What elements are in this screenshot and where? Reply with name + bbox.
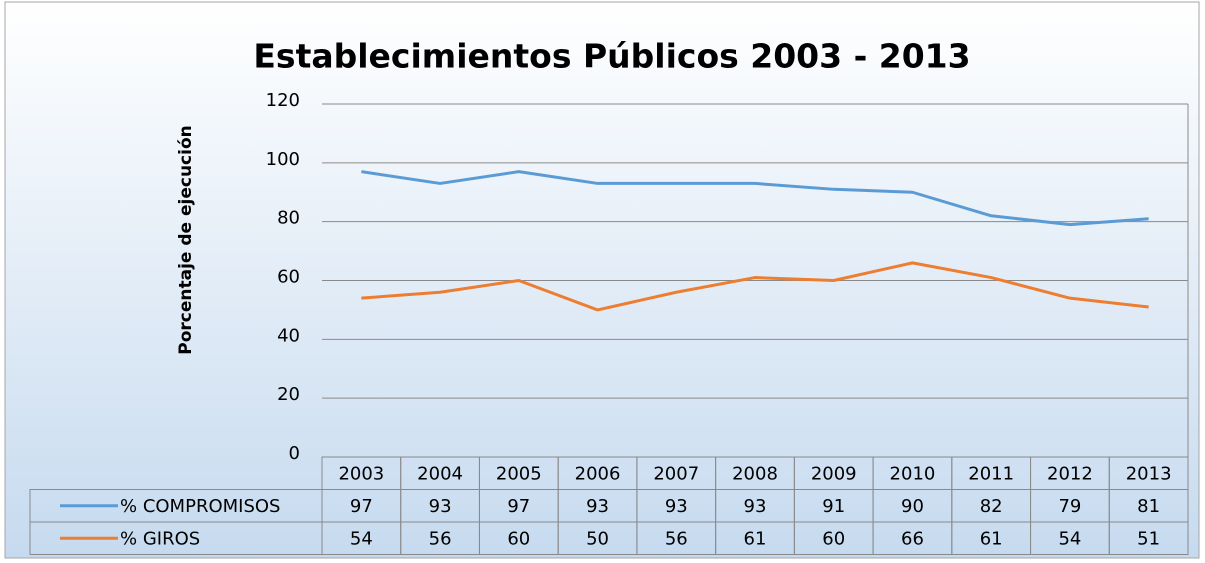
table-cell [1108,521,1189,555]
x-tick-label: 2008 [732,463,778,484]
table-value: 93 [429,496,452,517]
x-tick-label: 2013 [1126,463,1172,484]
table-value: 60 [822,528,845,549]
y-tick-label: 40 [277,325,300,346]
table-value: 54 [350,528,373,549]
y-tick-label: 80 [277,208,300,229]
y-axis-label: Porcentaje de ejecución [176,125,196,354]
y-tick-label: 60 [277,267,300,288]
data-line [361,170,1149,227]
x-tick-label: 2009 [811,463,857,484]
x-tick-label: 2012 [1047,463,1093,484]
table-value: 93 [665,496,688,517]
table-value: 90 [901,496,924,517]
table-value: 56 [665,528,688,549]
table-value: 50 [586,528,609,549]
table-value: 93 [586,496,609,517]
x-tick-label: 2004 [417,463,463,484]
y-tick-label: 100 [266,149,300,170]
table-value: 51 [1137,528,1160,549]
table-value: 82 [980,496,1003,517]
legend-label: % COMPROMISOS [120,496,280,517]
table-value: 56 [429,528,452,549]
x-tick-label: 2005 [496,463,542,484]
x-tick-label: 2011 [968,463,1014,484]
x-tick-label: 2003 [338,463,384,484]
chart-title: Establecimientos Públicos 2003 - 2013 [253,37,970,76]
table-value: 60 [507,528,530,549]
table-value: 97 [350,496,373,517]
table-value: 66 [901,528,924,549]
legend-label: % GIROS [120,528,200,549]
data-line [361,261,1149,312]
table-value: 93 [744,496,767,517]
table-value: 91 [822,496,845,517]
x-tick-label: 2010 [890,463,936,484]
table-value: 54 [1058,528,1081,549]
table-value: 81 [1137,496,1160,517]
x-tick-label: 2007 [653,463,699,484]
table-value: 61 [980,528,1003,549]
y-tick-label: 120 [266,90,300,111]
table-value: 97 [507,496,530,517]
table-value: 79 [1058,496,1081,517]
table-value: 61 [744,528,767,549]
y-tick-label: 0 [289,443,300,464]
x-tick-label: 2006 [575,463,621,484]
y-tick-label: 20 [277,384,300,405]
